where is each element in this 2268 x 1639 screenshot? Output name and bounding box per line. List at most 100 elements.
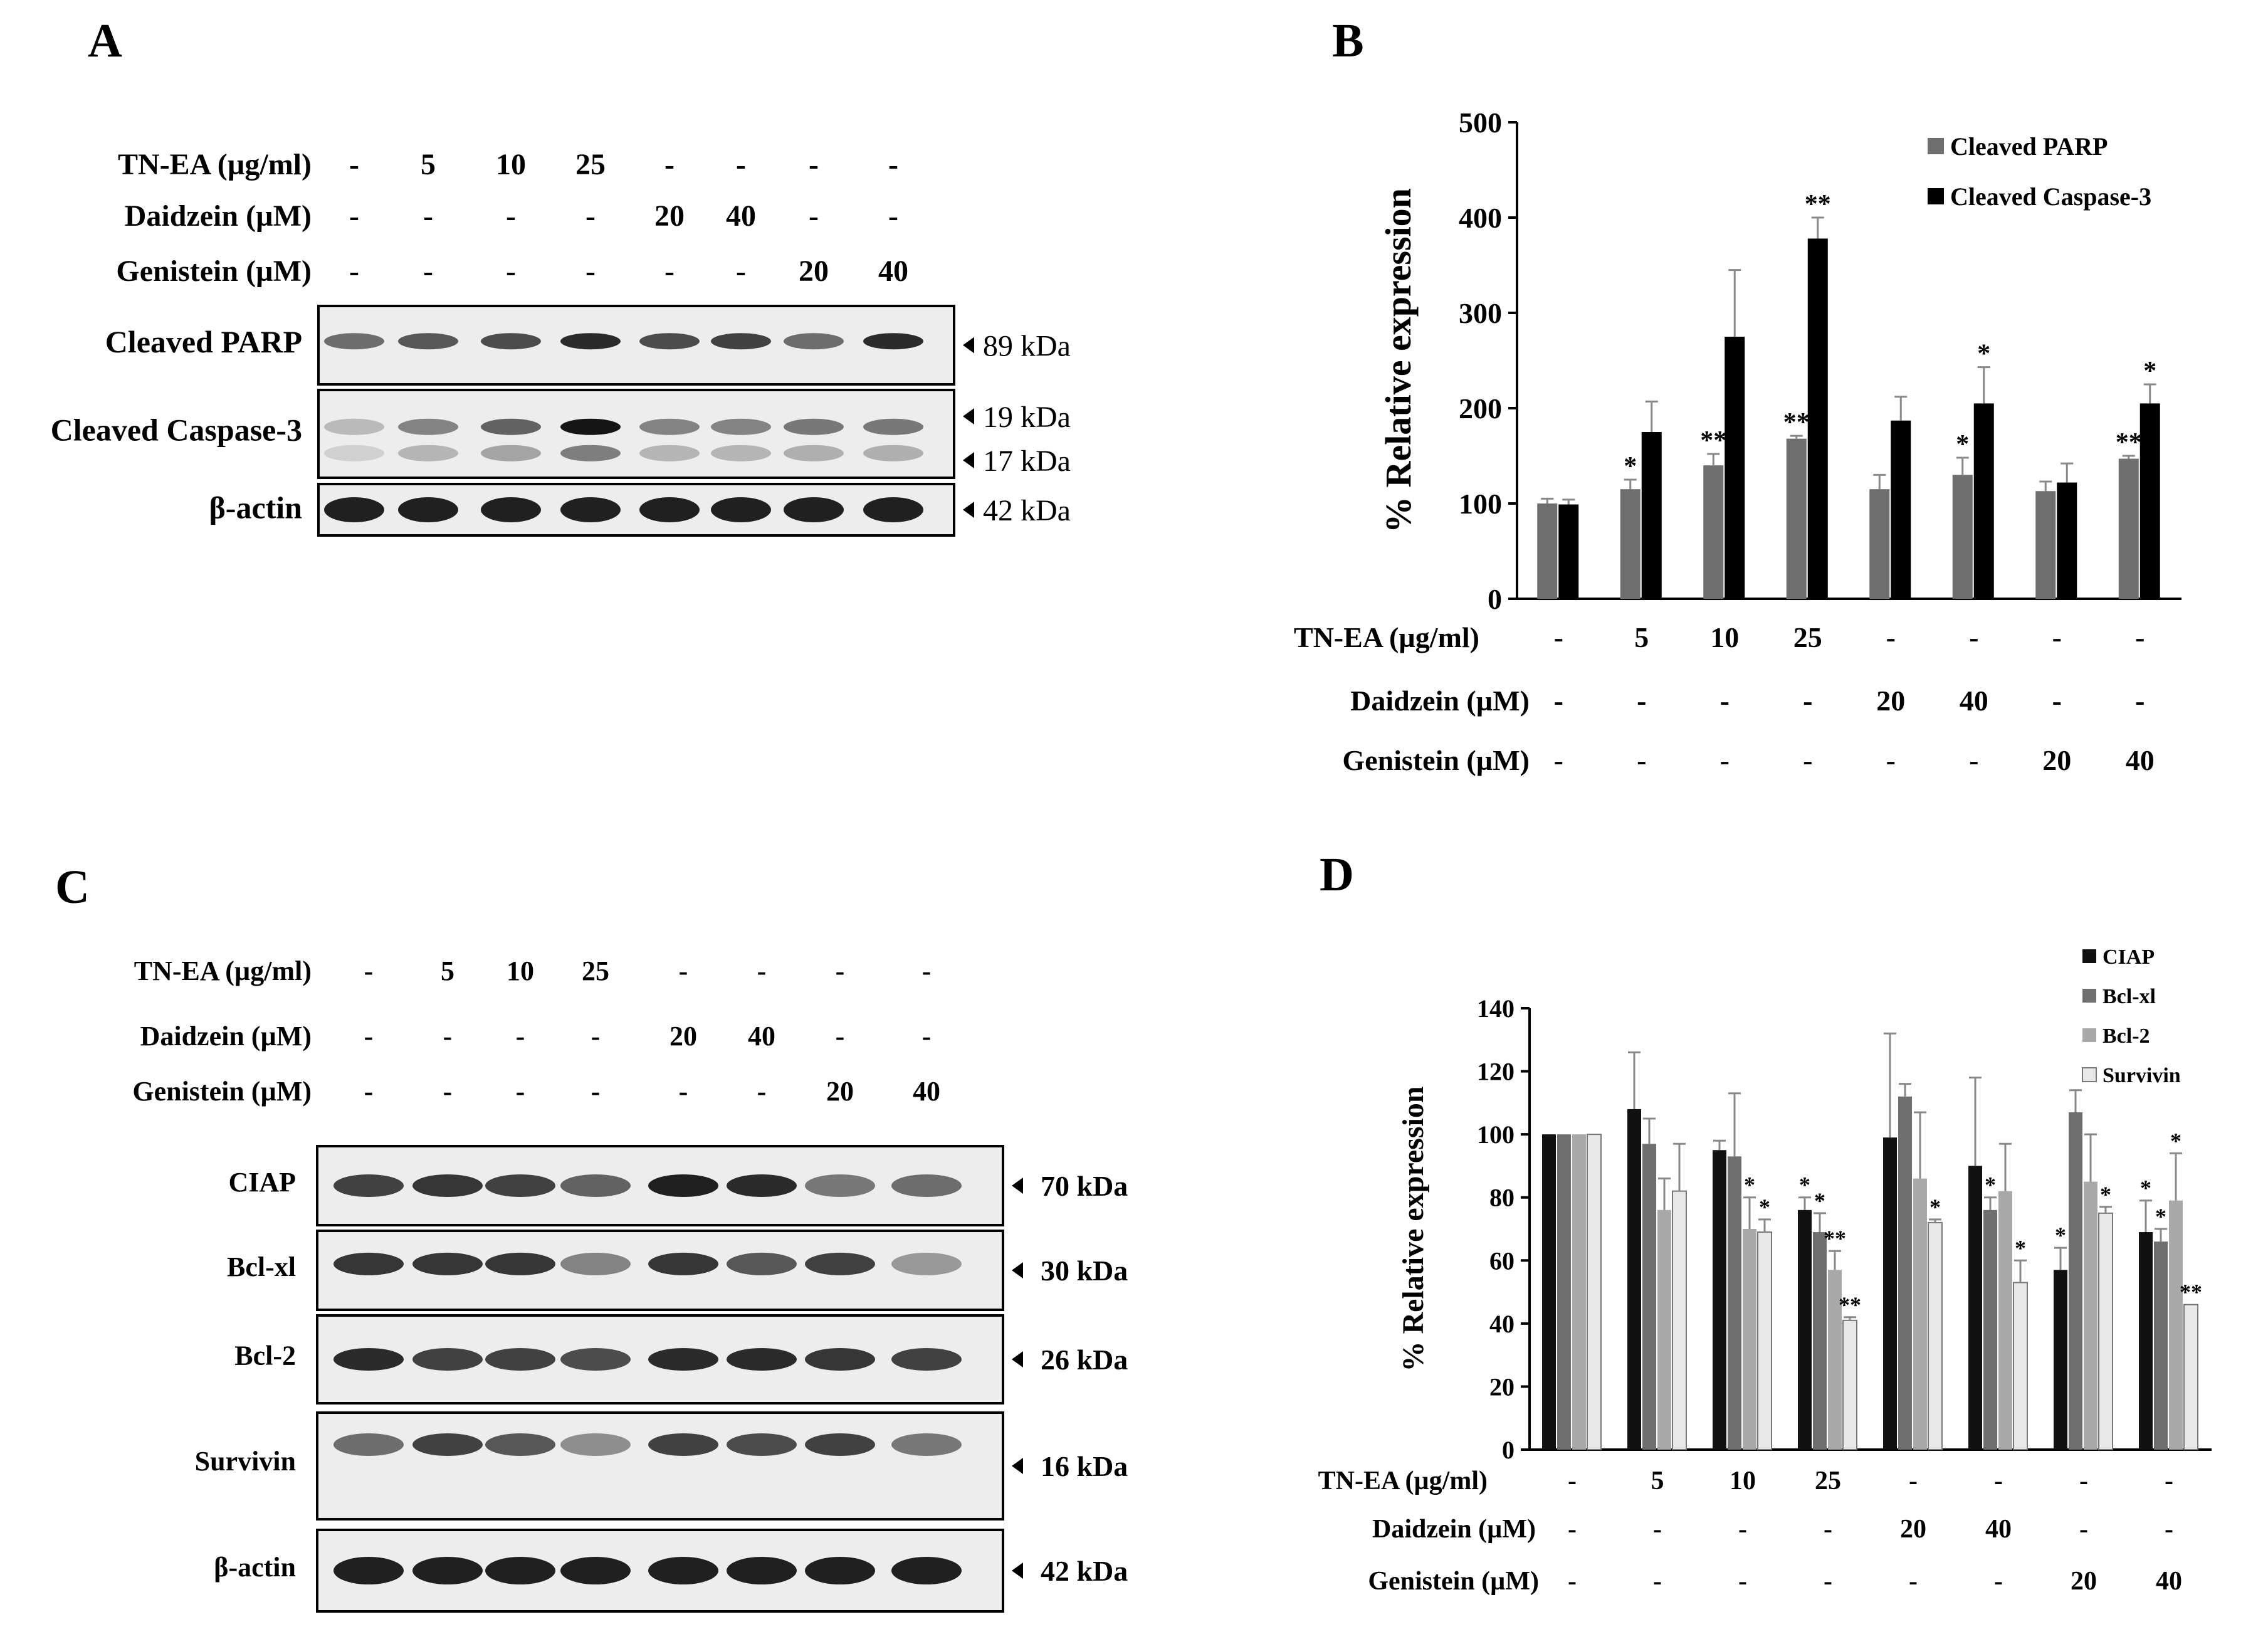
treatment-value: 40 [2156, 1567, 2182, 1596]
treatment-value: - [1720, 744, 1730, 776]
treatment-value: - [1803, 685, 1812, 717]
legend-label-survivin: Survivin [2103, 1064, 2181, 1087]
treatment-value: - [443, 1076, 453, 1107]
blot-band [711, 333, 771, 350]
blot-band [891, 1348, 962, 1371]
treatment-value: 40 [913, 1076, 940, 1107]
bar-ciap [1968, 1166, 1982, 1450]
blot-band [485, 1252, 555, 1275]
significance-marker: * [1956, 430, 1969, 459]
bar-ciap [1883, 1137, 1897, 1450]
blot-band [711, 497, 771, 522]
treatment-label-tn-ea-g-ml: TN-EA (µg/ml) [1318, 1467, 1488, 1495]
bar-survivin [2013, 1282, 2028, 1450]
blot-band [784, 497, 844, 522]
treatment-value: - [1824, 1515, 1832, 1544]
treatment-value: - [922, 1021, 932, 1051]
molecular-weight-marker: 89 kDa [983, 329, 1071, 362]
significance-marker: ** [1700, 426, 1726, 455]
blot-band [324, 333, 384, 350]
significance-marker: * [2170, 1128, 2181, 1153]
treatment-value: - [664, 255, 675, 288]
treatment-value: 25 [1793, 621, 1822, 653]
y-tick-label: 120 [1477, 1058, 1515, 1086]
treatment-label-genistein-m: Genistein (µM) [1368, 1567, 1539, 1596]
bar-cleaved-caspase-3 [2139, 403, 2160, 599]
blot-band [481, 497, 541, 522]
legend-swatch-ciap [2082, 949, 2096, 963]
bar-bcl-2 [1657, 1209, 1671, 1450]
blot-band [711, 418, 771, 435]
blot-label-bcl-2: Bcl-2 [234, 1340, 296, 1371]
bar-bcl-xl [1642, 1144, 1656, 1450]
blot-band [485, 1174, 555, 1197]
blot-band [805, 1174, 875, 1197]
blot-band [863, 333, 923, 350]
blot-survivin-frame [316, 1411, 1004, 1520]
treatment-value: - [1738, 1567, 1747, 1596]
treatment-value: - [836, 1021, 845, 1051]
treatment-value: - [1886, 744, 1896, 776]
treatment-value: - [1720, 685, 1730, 717]
treatment-value: - [1637, 685, 1646, 717]
bar-cleaved-caspase-3 [1725, 337, 1745, 599]
blot-band [333, 1252, 404, 1275]
legend-swatch-cleaved-parp [1928, 138, 1944, 154]
bar-cleaved-caspase-3 [1807, 238, 1828, 599]
treatment-label-genistein-m: Genistein (µM) [132, 1076, 312, 1107]
bar-survivin [1757, 1231, 1772, 1450]
bar-survivin [2098, 1212, 2113, 1451]
bar-cleaved-parp [1786, 438, 1807, 599]
significance-marker: * [1744, 1173, 1755, 1198]
y-axis-label: % Relative expression [1378, 188, 1419, 533]
blot-band [805, 1252, 875, 1275]
treatment-value: 5 [441, 956, 454, 986]
treatment-value: - [1554, 744, 1563, 776]
treatment-value: 5 [421, 148, 436, 181]
y-tick-label: 140 [1477, 994, 1515, 1023]
blot-band [412, 1252, 483, 1275]
treatment-value: - [349, 148, 359, 181]
blot-band [648, 1174, 718, 1197]
y-tick-label: 400 [1459, 202, 1502, 234]
blot-band [412, 1348, 483, 1371]
treatment-value: - [585, 199, 596, 233]
bar-cleaved-caspase-3 [1558, 504, 1579, 599]
blot-band [727, 1252, 797, 1275]
treatment-value: 10 [1710, 621, 1739, 653]
treatment-value: 20 [1900, 1515, 1926, 1544]
treatment-value: - [1824, 1567, 1832, 1596]
blot-band [481, 418, 541, 435]
significance-marker: ** [2180, 1280, 2202, 1305]
treatment-value: - [2079, 1515, 2088, 1544]
molecular-weight-marker: 26 kDa [1041, 1344, 1128, 1376]
blot-label-cleaved-parp: Cleaved PARP [105, 324, 302, 359]
significance-marker: ** [1839, 1292, 1861, 1317]
treatment-value: - [585, 255, 596, 288]
treatment-value: - [2135, 685, 2145, 717]
significance-marker: * [1814, 1188, 1825, 1213]
treatment-value: 40 [1985, 1515, 2012, 1544]
panel-label-b: B [1332, 14, 1364, 67]
blot-band [560, 1348, 631, 1371]
treatment-value: 10 [507, 956, 534, 986]
treatment-value: - [364, 1021, 374, 1051]
molecular-weight-marker: 30 kDa [1041, 1255, 1128, 1287]
treatment-value: - [736, 255, 746, 288]
blot-band [784, 333, 844, 350]
bar-cleaved-caspase-3 [2057, 482, 2077, 599]
blot-band [863, 418, 923, 435]
panel-a: A TN-EA (µg/ml) - 5 10 25 - - - - Daidzein (µM) - - -… [51, 14, 1071, 537]
bar-cleaved-parp [1703, 465, 1724, 599]
blot-band [891, 1174, 962, 1197]
treatment-label-genistein-m: Genistein (µM) [116, 255, 312, 288]
treatment-value: - [1554, 685, 1563, 717]
bar-cleaved-parp [1952, 475, 1973, 599]
bar-bcl-2 [1913, 1178, 1927, 1450]
blot-band [560, 418, 621, 435]
blot-label-survivin: Survivin [195, 1446, 296, 1477]
marker-arrow-icon [963, 502, 974, 518]
blot-band [805, 1557, 875, 1584]
blot-band [863, 445, 923, 461]
